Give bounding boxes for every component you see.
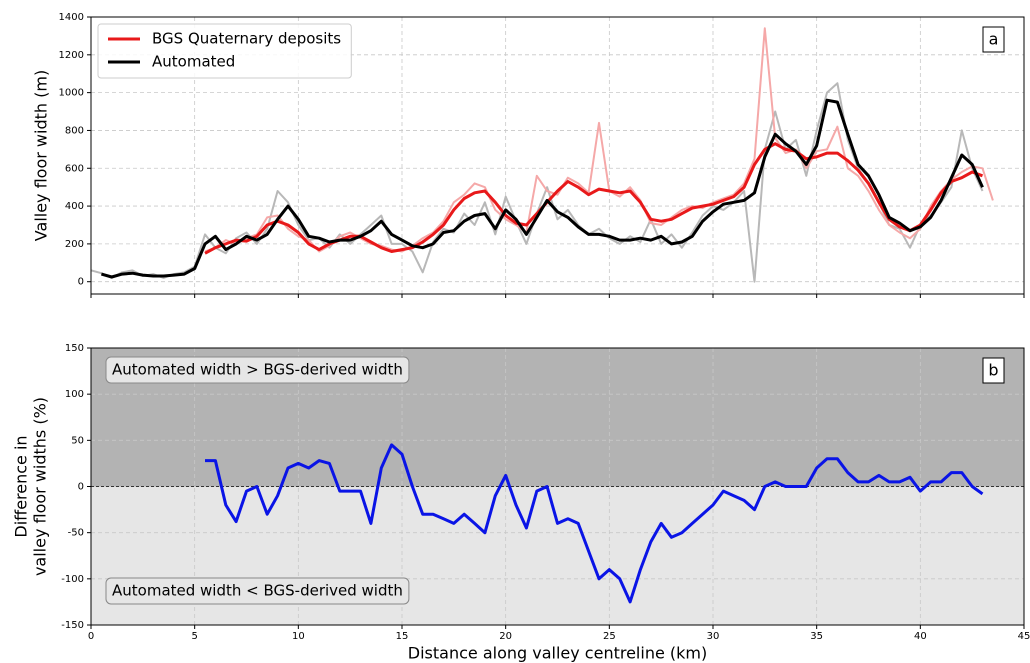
y-tick-label: 0 — [78, 277, 84, 288]
x-tick-label: 25 — [603, 631, 616, 642]
x-tick-label: 20 — [499, 631, 512, 642]
x-tick-label: 15 — [396, 631, 409, 642]
plot-area — [91, 27, 994, 283]
x-tick-label: 0 — [88, 631, 94, 642]
data-line — [205, 443, 984, 604]
y-tick-label: 100 — [65, 389, 84, 400]
x-tick-label: 5 — [191, 631, 197, 642]
annotation: Automated width > BGS-derived width — [112, 361, 403, 379]
legend-box — [97, 23, 352, 79]
legend-label: Automated — [152, 53, 235, 71]
panel-label: a — [989, 30, 999, 49]
y-axis-label: Valley floor width (m) — [32, 70, 51, 241]
x-tick-label: 35 — [810, 631, 823, 642]
y-tick-label: 200 — [65, 239, 84, 250]
y-tick-label: 800 — [65, 125, 84, 136]
x-tick-label: 40 — [914, 631, 927, 642]
y-tick-label: -150 — [61, 620, 84, 631]
y-tick-label: -50 — [68, 528, 84, 539]
annotation-box — [105, 577, 410, 605]
x-tick-label: 10 — [292, 631, 305, 642]
y-tick-label: 1200 — [59, 50, 84, 61]
y-axis-label: Difference in — [12, 435, 31, 537]
annotation-box — [105, 356, 410, 384]
y-tick-label: -100 — [61, 574, 84, 585]
panel-label-box — [982, 26, 1005, 53]
annotation: Automated width < BGS-derived width — [112, 582, 403, 600]
y-tick-label: 400 — [65, 201, 84, 212]
x-axis-label: Distance along valley centreline (km) — [408, 644, 707, 663]
y-tick-label: 150 — [65, 343, 84, 354]
y-tick-label: 0 — [78, 482, 84, 493]
x-tick-label: 45 — [1018, 631, 1030, 642]
legend-label: BGS Quaternary deposits — [152, 30, 341, 48]
panel-label-box — [982, 357, 1005, 384]
y-tick-label: 50 — [71, 435, 84, 446]
x-tick-label: 30 — [707, 631, 720, 642]
plot-frame — [90, 16, 1025, 295]
data-line — [100, 98, 984, 279]
data-line — [91, 82, 984, 283]
y-tick-label: 600 — [65, 163, 84, 174]
panel-label: b — [988, 361, 998, 380]
plot-area — [205, 443, 984, 604]
y-tick-label: 1000 — [59, 88, 84, 99]
y-tick-label: 1400 — [59, 12, 84, 23]
plot-frame — [90, 347, 1025, 626]
y-axis-label: valley floor widths (%) — [31, 397, 50, 576]
